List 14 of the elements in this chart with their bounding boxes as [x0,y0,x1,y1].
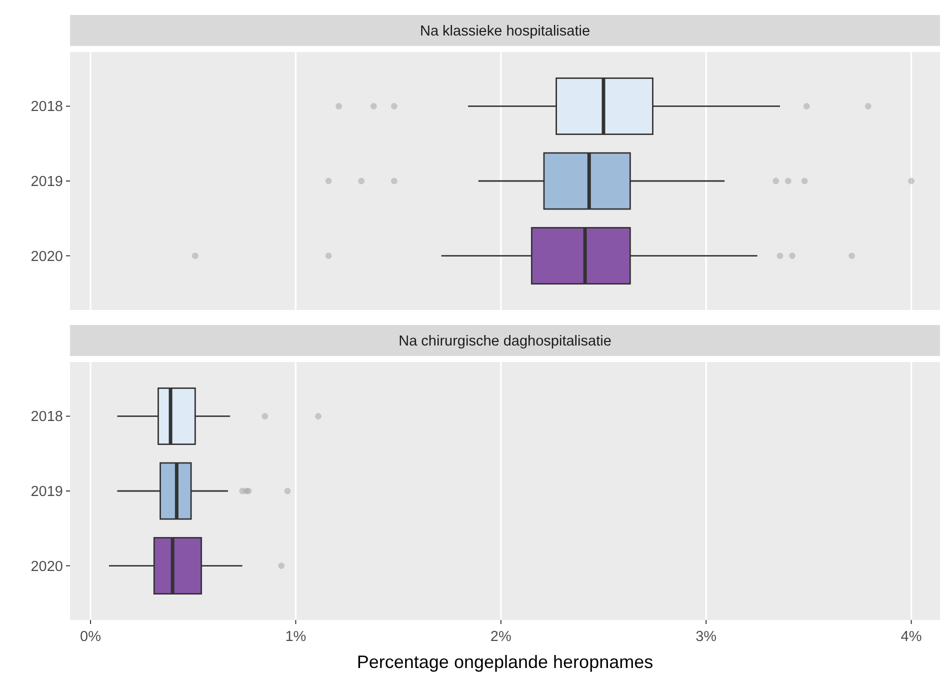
x-tick-label: 1% [285,629,306,645]
y-tick-label: 2019 [30,484,63,500]
y-tick-label: 2020 [30,248,63,265]
x-tick-label: 2% [490,629,512,645]
y-tick-label: 2018 [30,409,63,426]
chart-title: Na chirurgische daghospitalisatie [398,334,612,350]
x-tick-label: 3% [696,629,717,645]
y-tick-label: 2019 [30,174,63,190]
y-tick-label: 2018 [30,99,63,116]
chart-title: Na klassieke hospitalisatie [420,24,590,40]
x-tick-label: 0% [80,629,102,645]
y-tick-label: 2020 [30,558,63,575]
x-tick-label: 4% [900,629,922,645]
x-axis-title: Percentage ongeplande heropnames [356,652,654,672]
